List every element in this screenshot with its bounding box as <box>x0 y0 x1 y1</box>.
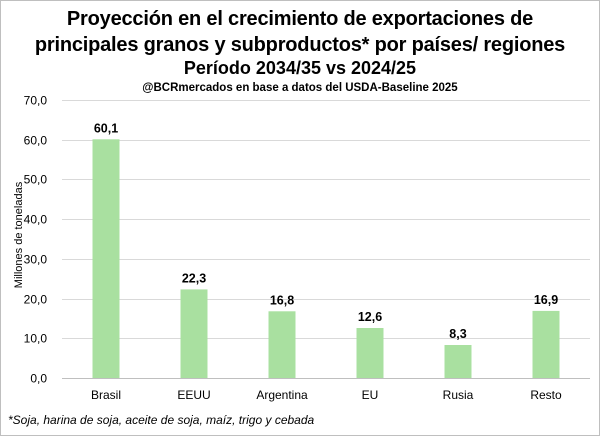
y-tick-label: 0,0 <box>30 372 47 386</box>
y-tick-label: 60,0 <box>24 134 48 148</box>
data-label: 16,9 <box>534 293 558 307</box>
data-label: 60,1 <box>94 121 118 135</box>
chart-subtitle: @BCRmercados en base a datos del USDA-Ba… <box>142 82 458 94</box>
chart-title-line-2: principales granos y subproductos* por p… <box>34 34 566 56</box>
bar-brasil <box>92 139 120 378</box>
bar-rusia <box>444 345 472 378</box>
chart-title-line-3: Período 2034/35 vs 2024/25 <box>183 58 417 78</box>
bar-eeuu <box>180 289 208 378</box>
y-tick-label: 30,0 <box>24 253 48 267</box>
chart-title-line-1: Proyección en el crecimiento de exportac… <box>66 8 534 30</box>
y-axis-ticks: 0,0 10,0 20,0 30,0 40,0 50,0 60,0 70,0 <box>24 94 48 386</box>
x-tick-label: Rusia <box>443 388 474 402</box>
data-label: 22,3 <box>182 271 206 285</box>
bar-eu <box>356 328 384 378</box>
x-tick-label: Resto <box>530 388 562 402</box>
x-tick-label: EU <box>362 388 379 402</box>
x-tick-label: Brasil <box>91 388 121 402</box>
y-tick-label: 70,0 <box>24 94 48 108</box>
footnote: *Soja, harina de soja, aceite de soja, m… <box>8 413 315 427</box>
y-tick-label: 20,0 <box>24 293 48 307</box>
gridlines <box>62 100 590 339</box>
x-tick-label: EEUU <box>177 388 210 402</box>
bars <box>92 139 560 378</box>
data-label: 8,3 <box>449 327 466 341</box>
y-tick-label: 40,0 <box>24 213 48 227</box>
y-tick-label: 10,0 <box>24 332 48 346</box>
y-tick-label: 50,0 <box>24 173 48 187</box>
data-label: 16,8 <box>270 293 294 307</box>
data-label: 12,6 <box>358 310 382 324</box>
bar-argentina <box>268 311 296 378</box>
x-tick-label: Argentina <box>256 388 308 402</box>
data-labels: 60,1 22,3 16,8 12,6 8,3 16,9 <box>94 121 558 341</box>
x-axis-ticks: Brasil EEUU Argentina EU Rusia Resto <box>91 388 562 402</box>
bar-resto <box>532 310 560 378</box>
